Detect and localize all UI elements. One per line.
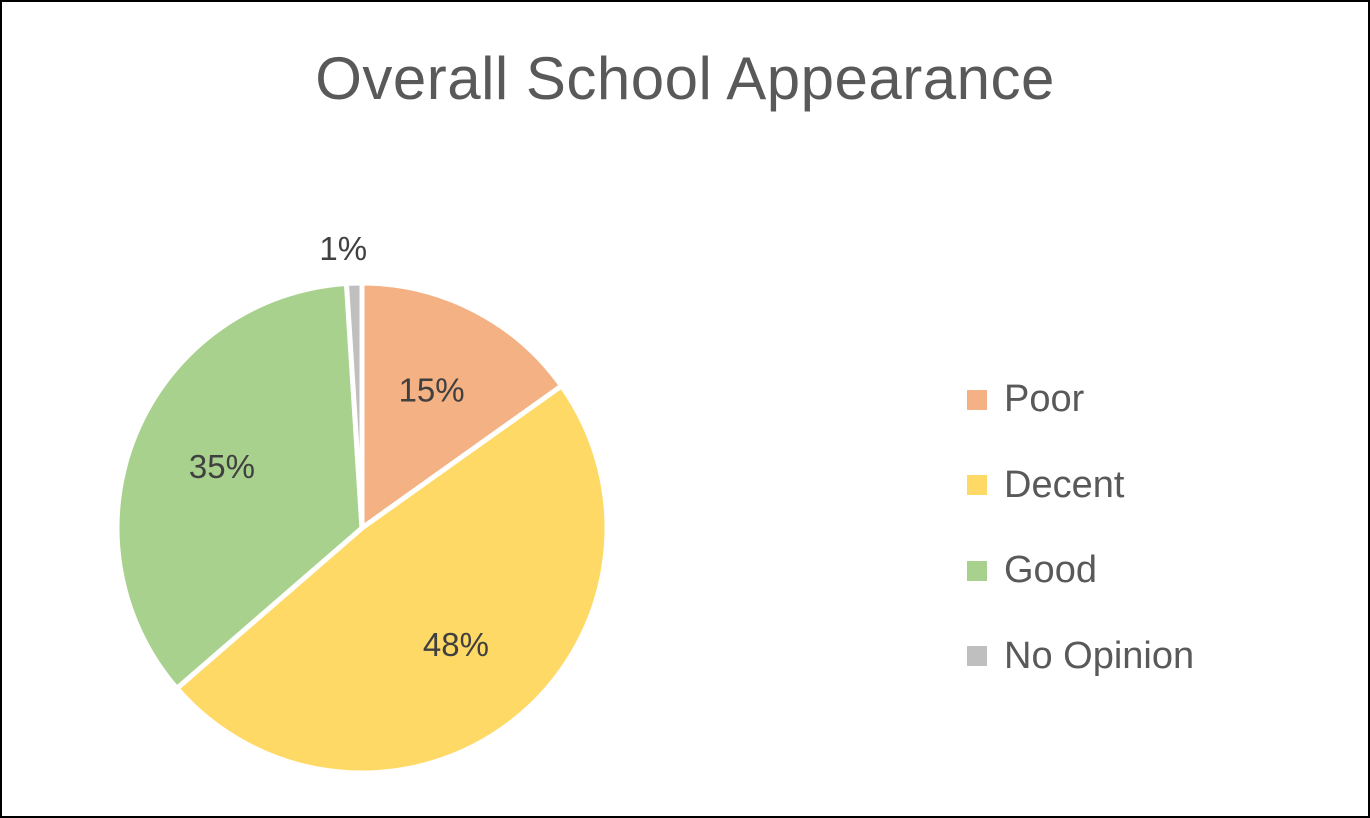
data-label-decent: 48%	[423, 626, 489, 663]
legend-item-decent: Decent	[967, 443, 1194, 529]
pie-slice-decent	[174, 383, 610, 776]
legend-label-no-opinion: No Opinion	[1004, 634, 1195, 677]
legend-swatch-good	[967, 560, 987, 581]
legend-label-decent: Decent	[1004, 463, 1125, 506]
legend-swatch-poor	[967, 389, 987, 410]
legend: Poor Decent Good No Opinion	[967, 357, 1194, 699]
pie-slice-no-opinion	[343, 280, 365, 531]
pie-slice-poor	[359, 280, 565, 531]
legend-label-good: Good	[1004, 549, 1097, 592]
chart-title: Overall School Appearance	[315, 45, 1055, 112]
data-label-poor: 15%	[399, 372, 465, 409]
data-label-good: 35%	[189, 448, 255, 485]
data-label-no-opinion: 1%	[319, 230, 367, 267]
legend-swatch-decent	[967, 475, 987, 496]
legend-swatch-no-opinion	[967, 646, 987, 667]
legend-item-poor: Poor	[967, 357, 1194, 443]
legend-label-poor: Poor	[1004, 378, 1085, 421]
legend-item-good: Good	[967, 528, 1194, 614]
pie-slice-good	[114, 280, 365, 691]
legend-item-no-opinion: No Opinion	[967, 614, 1194, 700]
